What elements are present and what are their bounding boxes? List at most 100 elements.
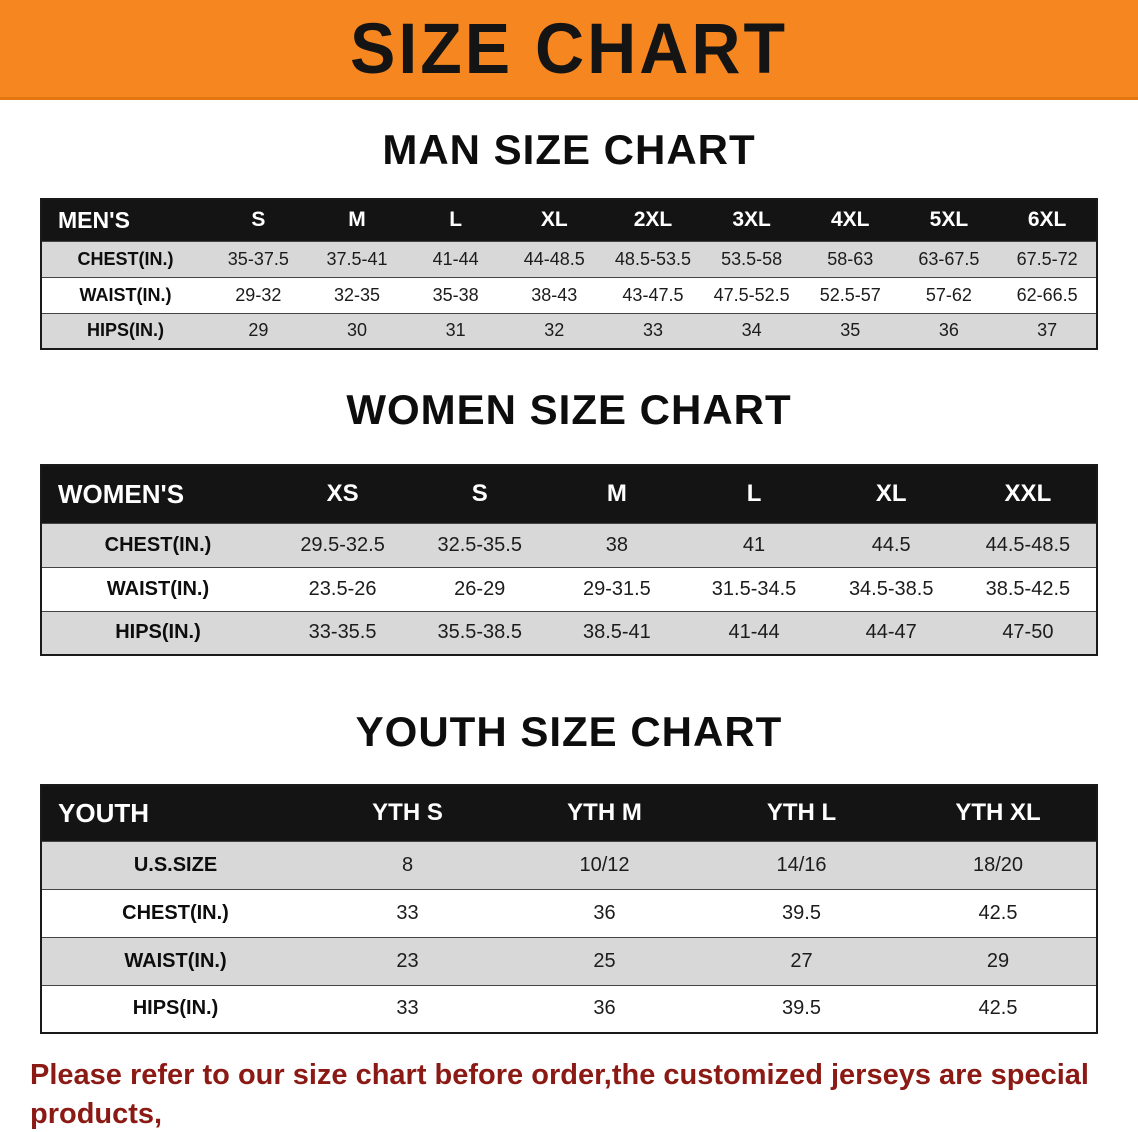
table-cell: 39.5	[782, 997, 821, 1020]
table-cell: 30	[346, 320, 367, 341]
section-title-youth: YOUTH SIZE CHART	[355, 708, 783, 755]
table-cell: 62-66.5	[1016, 284, 1078, 305]
row-label: WAIST(IN.)	[106, 577, 210, 600]
table-header-row: MEN'S S M L XL 2XL 3XL 4XL 5XL 6XL	[41, 199, 1097, 241]
table-cell: 10/12	[579, 853, 630, 876]
table-cell: 43-47.5	[622, 284, 684, 305]
table-cell: 35.5-38.5	[437, 621, 522, 644]
table-header-cell: 5XL	[929, 208, 969, 232]
table-cell: 36	[593, 997, 616, 1020]
table-cell: 23	[396, 949, 419, 972]
footer-note-line1: Please refer to our size chart before or…	[30, 1059, 1089, 1131]
table-cell: 34.5-38.5	[848, 577, 934, 600]
table-row: CHEST(IN.) 35-37.5 37.5-41 41-44 44-48.5 48.5…	[41, 241, 1097, 277]
table-row: HIPS(IN.) 33-35.5 35.5-38.5 38.5-41 41-44 44-…	[41, 611, 1097, 655]
table-cell: 32	[544, 320, 565, 341]
table-cell: 25	[593, 949, 616, 972]
table-cell: 38.5-42.5	[985, 577, 1071, 600]
section-title-man: MAN SIZE CHART	[382, 126, 756, 173]
table-cell: 29	[986, 949, 1010, 972]
table-cell: 58-63	[827, 248, 874, 269]
table-header-cell: YTH M	[567, 799, 642, 827]
table-cell: 63-67.5	[918, 248, 980, 269]
table-label-header: WOMEN'S	[58, 478, 185, 509]
table-cell: 29.5-32.5	[300, 533, 385, 556]
table-cell: 34	[741, 320, 762, 341]
table-cell: 35-37.5	[227, 248, 289, 269]
table-cell: 67.5-72	[1016, 248, 1078, 269]
table-header-cell: XL	[540, 208, 568, 232]
table-cell: 44-47	[865, 621, 917, 644]
table-cell: 41-44	[728, 621, 780, 644]
table-header-cell: 2XL	[633, 208, 673, 232]
row-label: U.S.SIZE	[133, 853, 218, 876]
table-cell: 38	[605, 533, 629, 556]
table-row: HIPS(IN.) 33 36 39.5 42.5	[41, 985, 1097, 1033]
table-cell: 44-48.5	[523, 248, 585, 269]
table-cell: 38.5-41	[582, 621, 651, 644]
table-header-cell: L	[746, 480, 762, 508]
footer-note: Please refer to our size chart before or…	[0, 1056, 1138, 1132]
table-cell: 23.5-26	[308, 577, 377, 600]
table-label-header: YOUTH	[58, 797, 149, 828]
table-cell: 53.5-58	[721, 248, 783, 269]
table-header-cell: S	[471, 480, 488, 508]
table-cell: 35	[840, 320, 861, 341]
table-header-cell: M	[606, 480, 627, 508]
table-cell: 35-38	[432, 284, 479, 305]
table-cell: 52.5-57	[819, 284, 881, 305]
table-cell: 47-50	[1002, 621, 1054, 644]
table-cell: 37	[1037, 320, 1058, 341]
banner-title: SIZE CHART	[350, 8, 788, 89]
table-cell: 41-44	[432, 248, 479, 269]
table-row: CHEST(IN.) 33 36 39.5 42.5	[41, 889, 1097, 937]
table-cell: 48.5-53.5	[614, 248, 691, 269]
row-label: CHEST(IN.)	[77, 248, 174, 269]
section-title-women: WOMEN SIZE CHART	[346, 386, 792, 433]
table-header-cell: XL	[875, 480, 907, 508]
table-cell: 26-29	[454, 577, 506, 600]
row-label: HIPS(IN.)	[132, 997, 219, 1020]
table-cell: 33	[396, 901, 419, 924]
table-cell: 47.5-52.5	[713, 284, 790, 305]
table-header-cell: M	[348, 208, 366, 232]
womens-size-table: WOMEN'S XS S M L XL XXL CHEST(IN.) 29.5-32.5 32.5…	[40, 464, 1098, 656]
table-cell: 33	[642, 320, 663, 341]
table-cell: 29-32	[235, 284, 282, 305]
table-header-cell: YTH XL	[955, 799, 1041, 827]
table-cell: 27	[790, 949, 813, 972]
row-label: WAIST(IN.)	[124, 949, 227, 972]
table-cell: 29	[248, 320, 269, 341]
table-cell: 33-35.5	[308, 621, 377, 644]
table-cell: 42.5	[978, 997, 1018, 1020]
table-cell: 41	[742, 533, 766, 556]
table-cell: 44.5	[871, 533, 911, 556]
table-cell: 37.5-41	[326, 248, 388, 269]
table-cell: 38-43	[531, 284, 578, 305]
table-row: WAIST(IN.) 29-32 32-35 35-38 38-43 43-47.5 47.…	[41, 277, 1097, 313]
table-cell: 36	[938, 320, 959, 341]
table-header-cell: XXL	[1004, 480, 1052, 508]
table-cell: 57-62	[925, 284, 972, 305]
table-cell: 42.5	[978, 901, 1018, 924]
row-label: HIPS(IN.)	[86, 320, 164, 341]
table-header-cell: 3XL	[732, 208, 771, 232]
row-label: WAIST(IN.)	[79, 284, 172, 305]
table-row: U.S.SIZE 8 10/12 14/16 18/20	[41, 841, 1097, 889]
table-cell: 31.5-34.5	[711, 577, 797, 600]
table-row: CHEST(IN.) 29.5-32.5 32.5-35.5 38 41 44.5 44.5…	[41, 523, 1097, 567]
table-header-cell: 4XL	[831, 208, 870, 232]
table-header-cell: L	[449, 208, 463, 232]
table-row: HIPS(IN.) 29 30 31 32 33 34 35 36 37	[41, 313, 1097, 349]
youth-size-table: YOUTH YTH S YTH M YTH L YTH XL U.S.SIZE 8 10/12…	[40, 784, 1098, 1034]
table-cell: 14/16	[776, 853, 827, 876]
table-cell: 32-35	[333, 284, 380, 305]
table-cell: 39.5	[782, 901, 821, 924]
table-row: WAIST(IN.) 23.5-26 26-29 29-31.5 31.5-34.5 34…	[41, 567, 1097, 611]
table-header-cell: YTH L	[766, 799, 837, 827]
table-header-cell: YTH S	[372, 799, 443, 827]
row-label: CHEST(IN.)	[122, 901, 229, 924]
table-header-row: WOMEN'S XS S M L XL XXL	[41, 465, 1097, 523]
table-cell: 18/20	[972, 853, 1024, 876]
